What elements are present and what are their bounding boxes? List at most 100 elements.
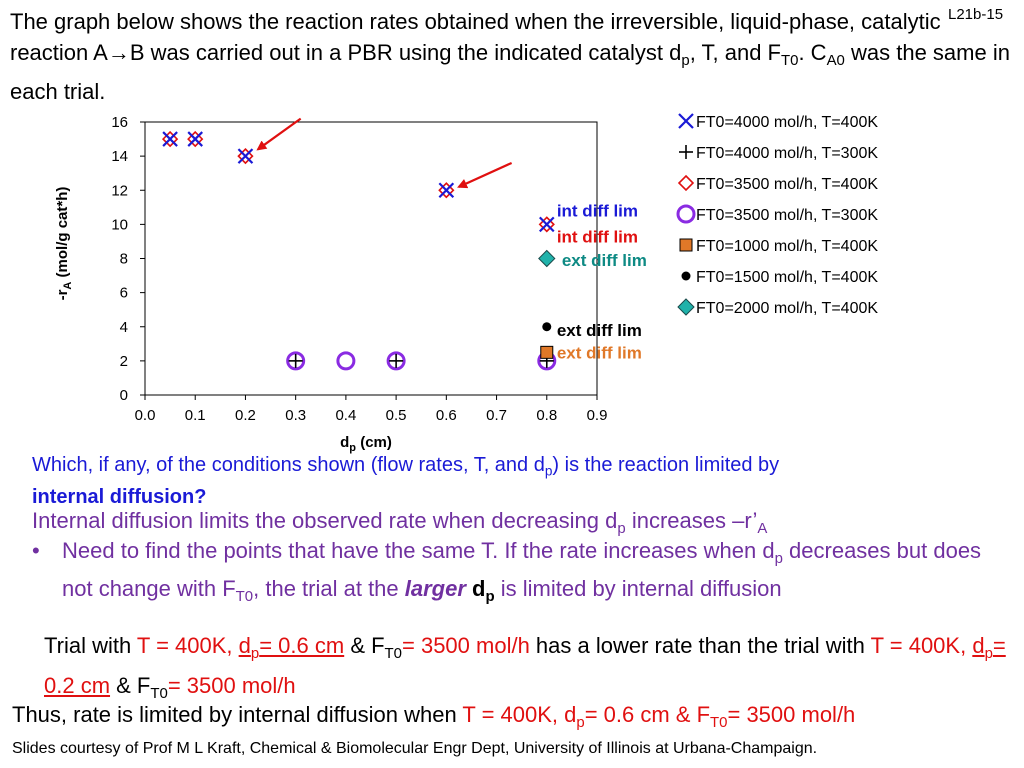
x-tick-label: 0.5: [386, 407, 407, 424]
y-tick-label: 4: [120, 319, 128, 336]
legend-entry: FT0=3500 mol/h, T=400K: [677, 174, 878, 193]
x-tick-label: 0.9: [587, 407, 608, 424]
legend-label: FT0=2000 mol/h, T=400K: [696, 300, 878, 317]
y-tick-label: 12: [111, 182, 128, 199]
diamond-shape: [677, 298, 695, 316]
legend-entry: FT0=3500 mol/h, T=300K: [676, 204, 878, 224]
legend-entry: FT0=2000 mol/h, T=400K: [677, 298, 878, 317]
data-point: [438, 182, 455, 199]
data-point: [542, 322, 552, 332]
y-tick-label: 14: [111, 148, 128, 165]
x-tick-label: 0.8: [536, 407, 557, 424]
conclusion: Thus, rate is limited by internal diffus…: [12, 702, 856, 731]
diamond-shape: [538, 216, 555, 233]
annotation-label: ext diff lim: [557, 321, 642, 340]
x-stroke: [438, 182, 455, 199]
slide-credit: Slides courtesy of Prof M L Kraft, Chemi…: [12, 740, 818, 757]
data-point: [288, 353, 303, 368]
plot-frame: [144, 121, 598, 396]
legend-marker: [679, 145, 693, 159]
annotation-label: ext diff lim: [557, 343, 642, 362]
annotation-label: int diff lim: [557, 227, 638, 246]
data-point: [438, 182, 455, 199]
x-tick-label: 0.6: [436, 407, 457, 424]
x-stroke: [162, 131, 178, 147]
square-shape: [540, 345, 554, 359]
diamond-shape: [237, 147, 254, 165]
legend-label: FT0=1000 mol/h, T=400K: [696, 238, 878, 255]
data-point: [336, 351, 356, 371]
x-stroke: [187, 131, 204, 147]
circle-shape: [676, 204, 696, 224]
bullet-text: Need to find the points that have the sa…: [62, 538, 982, 605]
data-point: [161, 130, 179, 148]
annotation-arrow: [256, 117, 302, 151]
data-point: [540, 345, 554, 359]
data-point: [187, 131, 204, 147]
trial-comparison: Trial with T = 400K, dp= 0.6 cm & FT0= 3…: [44, 633, 1006, 702]
legend-label: FT0=3500 mol/h, T=300K: [696, 207, 878, 224]
x-tick-label: 0.2: [235, 407, 256, 424]
circle-shape: [542, 322, 552, 332]
legend-entry: FT0=1500 mol/h, T=400K: [681, 269, 878, 286]
y-axis-label: -rA (mol/g cat*h): [54, 187, 74, 301]
legend-entry: FT0=4000 mol/h, T=300K: [679, 145, 878, 162]
data-point: [162, 131, 178, 147]
data-point: [187, 130, 204, 148]
diamond-shape: [161, 130, 179, 148]
annotation-label: int diff lim: [557, 202, 638, 221]
circle-shape: [336, 351, 356, 371]
x-stroke: [678, 113, 694, 129]
square-shape: [679, 238, 693, 252]
x-tick-label: 0.1: [185, 407, 206, 424]
x-tick-label: 0.3: [285, 407, 306, 424]
annotation-arrow: [457, 161, 513, 189]
internal-diffusion-rule: Internal diffusion limits the observed r…: [32, 508, 768, 537]
y-tick-label: 0: [120, 387, 128, 404]
data-point: [286, 351, 306, 371]
diamond-shape: [187, 130, 204, 148]
bullet-dot: •: [32, 538, 40, 563]
slide-number: L21b-15: [948, 6, 1004, 23]
data-point: [386, 351, 406, 371]
annotation-label: ext diff lim: [562, 251, 647, 270]
x-axis-label: dp (cm): [340, 434, 392, 454]
data-point: [389, 353, 404, 368]
legend-marker: [679, 238, 693, 252]
legend-label: FT0=3500 mol/h, T=400K: [696, 176, 878, 193]
x-tick-label: 0.4: [335, 407, 356, 424]
y-tick-label: 2: [120, 353, 128, 370]
circle-shape: [286, 351, 306, 371]
data-point: [237, 148, 254, 164]
legend-marker: [678, 113, 694, 129]
legend-entry: FT0=1000 mol/h, T=400K: [679, 238, 878, 255]
y-tick-label: 10: [111, 216, 128, 233]
data-point: [538, 249, 556, 268]
legend-marker: [676, 204, 696, 224]
legend-marker: [677, 298, 695, 316]
diamond-shape: [438, 182, 455, 199]
x-tick-label: 0.7: [486, 407, 507, 424]
legend-marker: [677, 174, 695, 192]
circle-shape: [681, 271, 691, 281]
legend-label: FT0=4000 mol/h, T=300K: [696, 145, 878, 162]
reaction-rate-chart: 0.0 0.1 0.2 0.3 0.4 0.5 0.6 0.7 0.8 0.9 0 2 4 6 8 10 12 1…: [54, 113, 878, 454]
data-point: [237, 147, 254, 165]
legend-label: FT0=1500 mol/h, T=400K: [696, 269, 878, 286]
legend-entry: FT0=4000 mol/h, T=400K: [678, 113, 878, 131]
y-tick-label: 6: [120, 285, 128, 302]
data-point: [538, 216, 555, 233]
x-stroke: [538, 216, 555, 233]
diamond-shape: [677, 174, 695, 192]
legend-label: FT0=4000 mol/h, T=400K: [696, 114, 878, 131]
legend-marker: [681, 271, 691, 281]
data-point: [538, 216, 555, 233]
problem-statement: The graph below shows the reaction rates…: [10, 9, 1010, 104]
y-tick-label: 8: [120, 251, 128, 268]
circle-shape: [386, 351, 406, 371]
question-text: Which, if any, of the conditions shown (…: [32, 454, 780, 509]
bullet-point: • Need to find the points that have the …: [32, 536, 1012, 612]
x-tick-label: 0.0: [135, 407, 156, 424]
y-tick-label: 16: [111, 114, 128, 131]
diamond-shape: [538, 249, 556, 268]
